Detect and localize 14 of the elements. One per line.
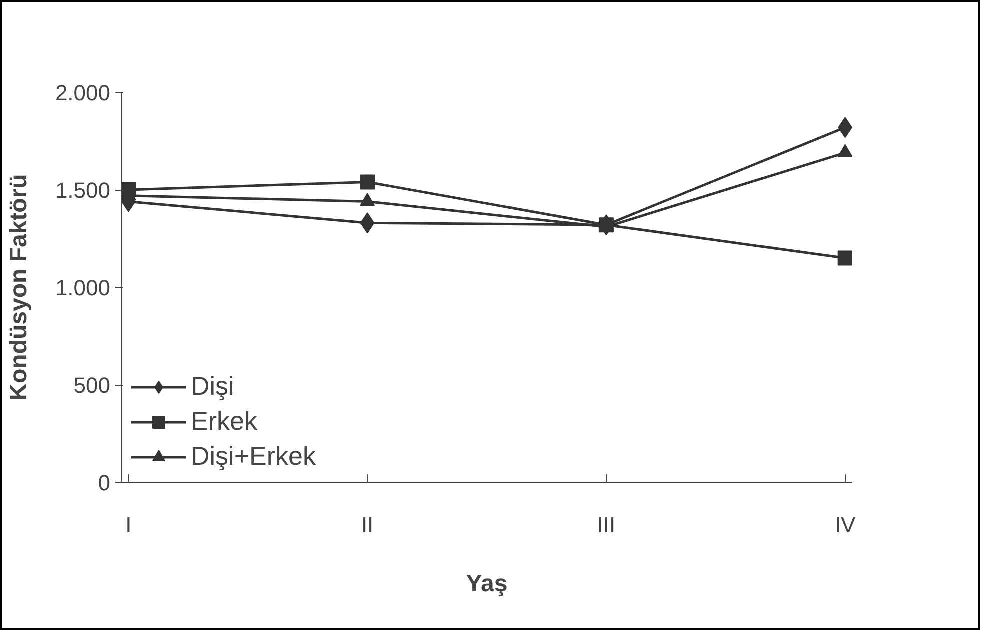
x-tick-label: I [126, 512, 132, 538]
y-tick-label: 0 [98, 470, 111, 496]
x-axis-title: Yaş [466, 570, 508, 598]
x-tick-label: III [597, 512, 616, 538]
legend-label: Dişi+Erkek [191, 441, 316, 472]
y-axis-title: Kondüsyon Faktörü [5, 174, 32, 401]
y-tick-label: 2.000 [55, 80, 111, 106]
y-tick-label: 500 [74, 373, 111, 398]
y-tick-label: 1.500 [55, 178, 111, 203]
legend-label: Erkek [191, 406, 258, 437]
legend-label: Dişi [191, 371, 234, 402]
x-tick-label: IV [834, 512, 856, 538]
x-tick-label: II [361, 512, 374, 538]
y-tick-label: 1.000 [55, 276, 111, 300]
